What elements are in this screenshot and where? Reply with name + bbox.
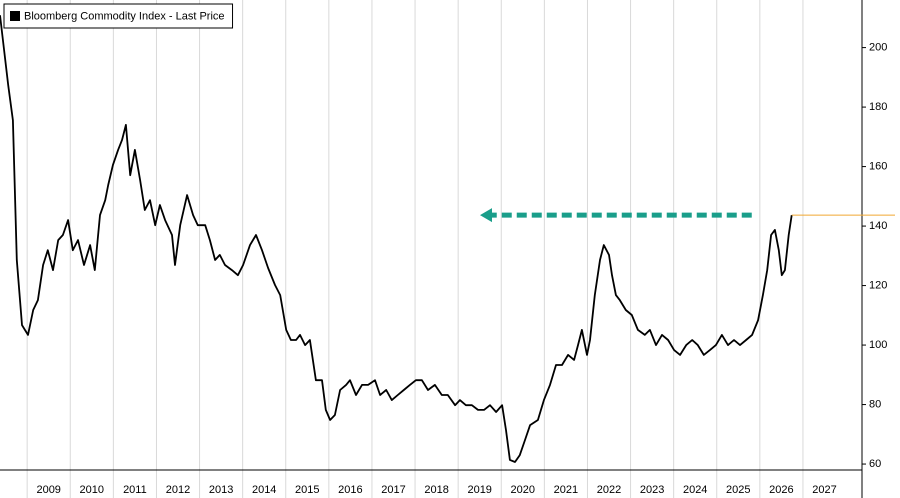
x-tick-label: 2009 [36, 484, 60, 496]
y-tick-label: 120 [869, 279, 887, 291]
x-tick-label: 2015 [295, 484, 319, 496]
legend-box [3, 3, 234, 29]
x-tick-label: 2020 [511, 484, 535, 496]
x-tick-label: 2011 [123, 484, 147, 496]
line-series [0, 15, 793, 463]
y-tick-label: 100 [869, 339, 887, 351]
y-tick-label: 180 [869, 101, 887, 113]
x-tick-label: 2026 [769, 484, 793, 496]
x-tick-label: 2010 [80, 484, 104, 496]
arrow-head [480, 208, 492, 223]
x-tick-label: 2016 [338, 484, 362, 496]
legend-swatch [10, 11, 20, 21]
y-tick-label: 60 [869, 458, 881, 470]
x-tick-label: 2012 [166, 484, 190, 496]
x-tick-label: 2027 [812, 484, 836, 496]
x-tick-label: 2018 [424, 484, 448, 496]
legend-label: Bloomberg Commodity Index - Last Price [24, 10, 225, 22]
x-tick-label: 2017 [381, 484, 405, 496]
y-tick-label: 140 [869, 220, 887, 232]
y-tick-label: 160 [869, 160, 887, 172]
x-tick-label: 2013 [209, 484, 233, 496]
y-tick-label: 200 [869, 42, 887, 54]
x-tick-label: 2025 [726, 484, 750, 496]
x-tick-label: 2014 [252, 484, 276, 496]
x-tick-label: 2023 [640, 484, 664, 496]
x-tick-label: 2024 [683, 484, 707, 496]
y-tick-label: 80 [869, 398, 881, 410]
x-tick-label: 2022 [597, 484, 621, 496]
x-tick-label: 2021 [554, 484, 578, 496]
x-tick-label: 2019 [467, 484, 491, 496]
